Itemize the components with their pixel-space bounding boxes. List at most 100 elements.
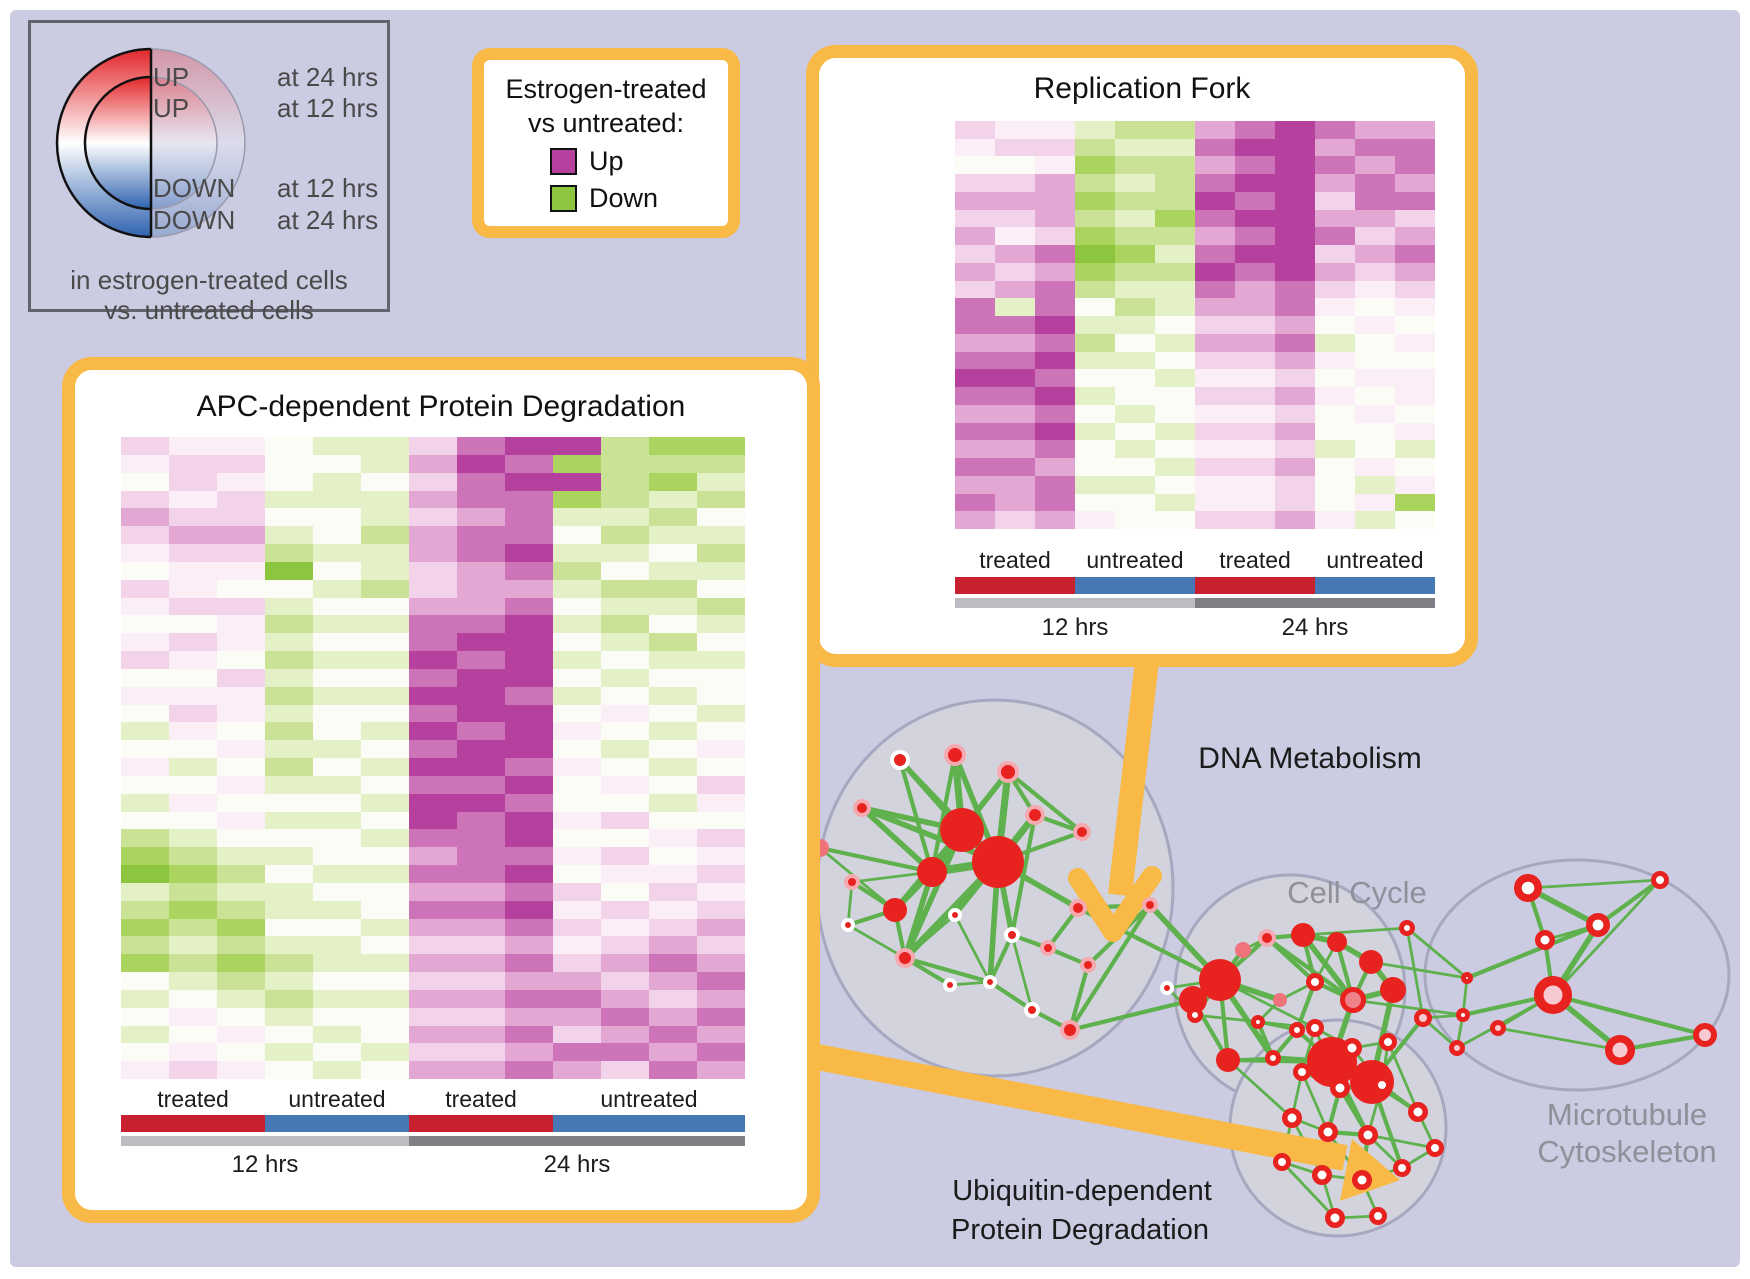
heatmap-cell xyxy=(313,508,361,527)
heatmap-cell xyxy=(1075,316,1115,334)
heatmap-cell xyxy=(1115,493,1155,512)
arrow-replication-to-dna-head-icon xyxy=(1068,866,1162,942)
heatmap-cell xyxy=(1275,174,1315,192)
heatmap-cell xyxy=(217,508,265,527)
heatmap-cell xyxy=(1235,280,1275,299)
heatmap-cell xyxy=(1035,138,1075,157)
heatmap-cell xyxy=(1315,440,1355,459)
heatmap-cell xyxy=(1195,227,1235,246)
condition-label: treated xyxy=(1219,547,1291,573)
heatmap-cell xyxy=(169,829,217,848)
condition-label: treated xyxy=(445,1086,517,1112)
heatmap-cell xyxy=(313,900,361,919)
microtubule-cluster xyxy=(1423,858,1731,1092)
heatmap-cell xyxy=(1315,351,1355,370)
heatmap-cell xyxy=(649,829,697,848)
heatmap-cell xyxy=(601,775,649,794)
heatmap-cell xyxy=(995,475,1035,494)
time-label: at 24 hrs xyxy=(277,205,379,235)
heatmap-cell xyxy=(409,900,457,919)
heatmap-cell xyxy=(1395,511,1435,529)
timepoint-bar xyxy=(121,1136,409,1146)
up-label: Up xyxy=(589,146,624,176)
heatmap-cell xyxy=(955,369,995,388)
heatmap-cell xyxy=(169,775,217,794)
heatmap-cell xyxy=(409,847,457,865)
heatmap-cell xyxy=(553,775,601,794)
heatmap-cell xyxy=(553,1043,601,1062)
heatmap-cell xyxy=(649,1007,697,1026)
heatmap-cell xyxy=(649,989,697,1008)
heatmap-cell xyxy=(265,597,313,616)
network-edge xyxy=(953,914,992,983)
heatmap-cell xyxy=(217,579,265,598)
heatmap-cell xyxy=(361,829,409,848)
network-node xyxy=(1651,871,1669,889)
heatmap-cell xyxy=(955,475,995,494)
heatmap-cell xyxy=(313,579,361,598)
network-node xyxy=(1693,1023,1717,1047)
heatmap-cell xyxy=(313,704,361,723)
heatmap-cell xyxy=(601,829,649,848)
heatmap-cell xyxy=(169,561,217,580)
heatmap-cell xyxy=(1035,333,1075,352)
heatmap-cell xyxy=(361,811,409,830)
condition-color-bar xyxy=(1195,577,1315,594)
heatmap-cell xyxy=(1035,227,1075,246)
apc-time-bars xyxy=(121,1136,745,1146)
heatmap-cell xyxy=(1075,475,1115,494)
legend-caption-line2: vs. untreated cells xyxy=(104,295,314,325)
heatmap-cell xyxy=(505,740,553,758)
heatmap-cell xyxy=(169,490,217,509)
heatmap-cell xyxy=(601,437,649,455)
heatmap-cell xyxy=(313,793,361,812)
heatmap-cell xyxy=(457,508,505,527)
heatmap-cell xyxy=(217,829,265,848)
heatmap-cell xyxy=(955,298,995,317)
heatmap-cell xyxy=(457,793,505,812)
heatmap-cell xyxy=(1155,351,1195,370)
heatmap-cell xyxy=(1195,333,1235,352)
heatmap-cell xyxy=(313,954,361,972)
heatmap-cell xyxy=(1115,511,1155,529)
network-edge xyxy=(1497,1026,1621,1052)
heatmap-cell xyxy=(1395,493,1435,512)
timepoint-bar xyxy=(955,598,1195,608)
heatmap-cell xyxy=(1395,174,1435,192)
heatmap-cell xyxy=(409,561,457,580)
heatmap-cell xyxy=(265,508,313,527)
heatmap-cell xyxy=(265,882,313,901)
heatmap-cell xyxy=(1155,404,1195,423)
heatmap-cell xyxy=(265,615,313,634)
heatmap-cell xyxy=(169,526,217,544)
heatmap-cell xyxy=(553,1025,601,1044)
heatmap-cell xyxy=(217,758,265,776)
heatmap-cell xyxy=(121,472,169,491)
heatmap-cell xyxy=(361,579,409,598)
heatmap-cell xyxy=(265,472,313,491)
apc-degradation-panel: APC-dependent Protein Degradation treate… xyxy=(62,357,820,1223)
heatmap-cell xyxy=(1315,245,1355,263)
heatmap-cell xyxy=(361,954,409,972)
heatmap-cell xyxy=(361,437,409,455)
heatmap-cell xyxy=(217,793,265,812)
heatmap-cell xyxy=(361,651,409,669)
network-node xyxy=(895,948,915,968)
heatmap-cell xyxy=(457,1061,505,1079)
heatmap-cell xyxy=(1035,369,1075,388)
heatmap-cell xyxy=(1115,316,1155,334)
heatmap-cell xyxy=(457,1043,505,1062)
heatmap-cell xyxy=(649,882,697,901)
heatmap-cell xyxy=(1315,191,1355,210)
heatmap-cell xyxy=(313,918,361,937)
heatmap-cell xyxy=(1355,422,1395,441)
heatmap-cell xyxy=(169,1007,217,1026)
heatmap-cell xyxy=(601,633,649,651)
heatmap-cell xyxy=(955,174,995,192)
heatmap-cell xyxy=(553,526,601,544)
network-edge xyxy=(1552,992,1706,1038)
up-down-rings-icon xyxy=(55,47,246,239)
heatmap-cell xyxy=(361,865,409,883)
heatmap-cell xyxy=(457,633,505,651)
heatmap-cell xyxy=(121,704,169,723)
